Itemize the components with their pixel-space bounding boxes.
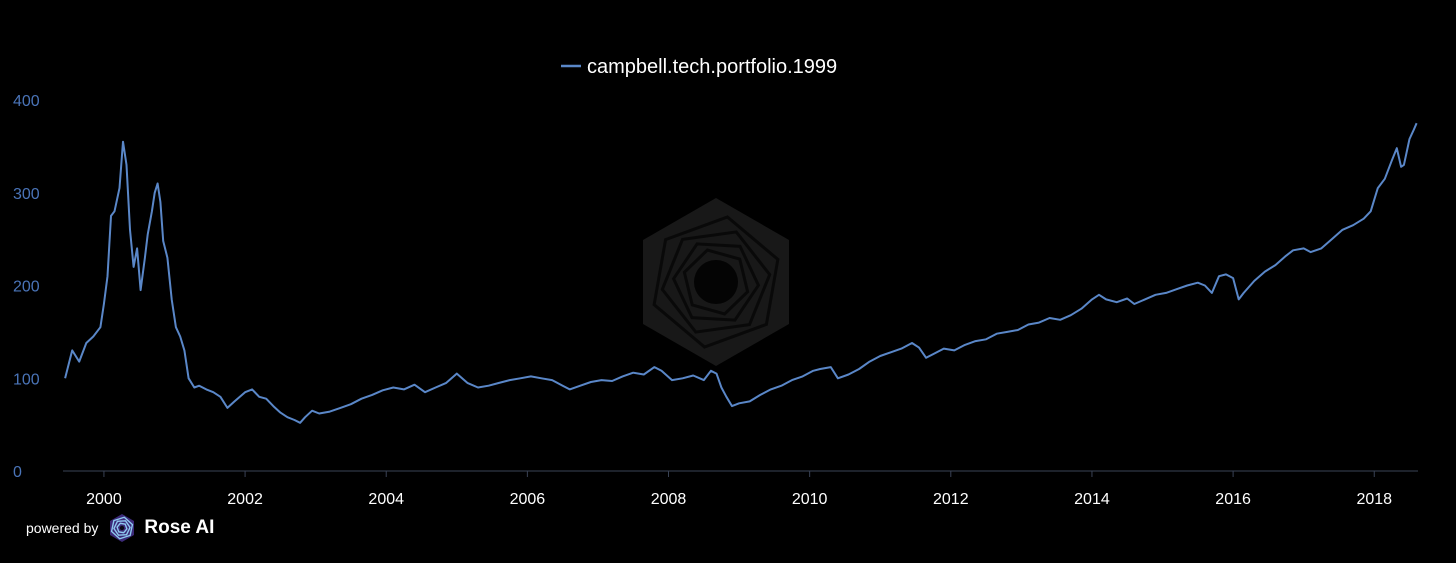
x-tick-label: 2010 [792, 491, 828, 508]
x-tick-label: 2018 [1356, 491, 1392, 508]
x-tick-label: 2006 [510, 491, 546, 508]
legend: campbell.tech.portfolio.1999 [561, 56, 837, 78]
footer: powered by Rose AI [26, 512, 214, 544]
x-tick-label: 2012 [933, 491, 969, 508]
brand-name: Rose AI [144, 517, 215, 538]
x-tick-label: 2000 [86, 491, 122, 508]
y-tick-label: 400 [13, 93, 40, 110]
y-tick-label: 0 [13, 464, 22, 481]
series-group [64, 122, 1418, 424]
rose-ai-logo-icon [110, 514, 135, 542]
x-tick-label: 2014 [1074, 491, 1110, 508]
y-axis-ticks: 0 100 200 300 400 [13, 93, 40, 481]
y-tick-label: 100 [13, 371, 40, 388]
series-line [64, 122, 1418, 424]
x-tick-label: 2016 [1215, 491, 1251, 508]
x-tick-label: 2002 [227, 491, 263, 508]
y-tick-label: 300 [13, 186, 40, 203]
spiral-hexagon-watermark-icon [643, 198, 789, 366]
x-tick-label: 2004 [368, 491, 404, 508]
powered-by-label: powered by [26, 520, 99, 536]
x-tick-label: 2008 [651, 491, 687, 508]
x-axis-ticks: 2000 2002 2004 2006 2008 2010 2012 2014 2016 2018 [86, 471, 1392, 508]
legend-label: campbell.tech.portfolio.1999 [587, 56, 837, 78]
y-tick-label: 200 [13, 279, 40, 296]
